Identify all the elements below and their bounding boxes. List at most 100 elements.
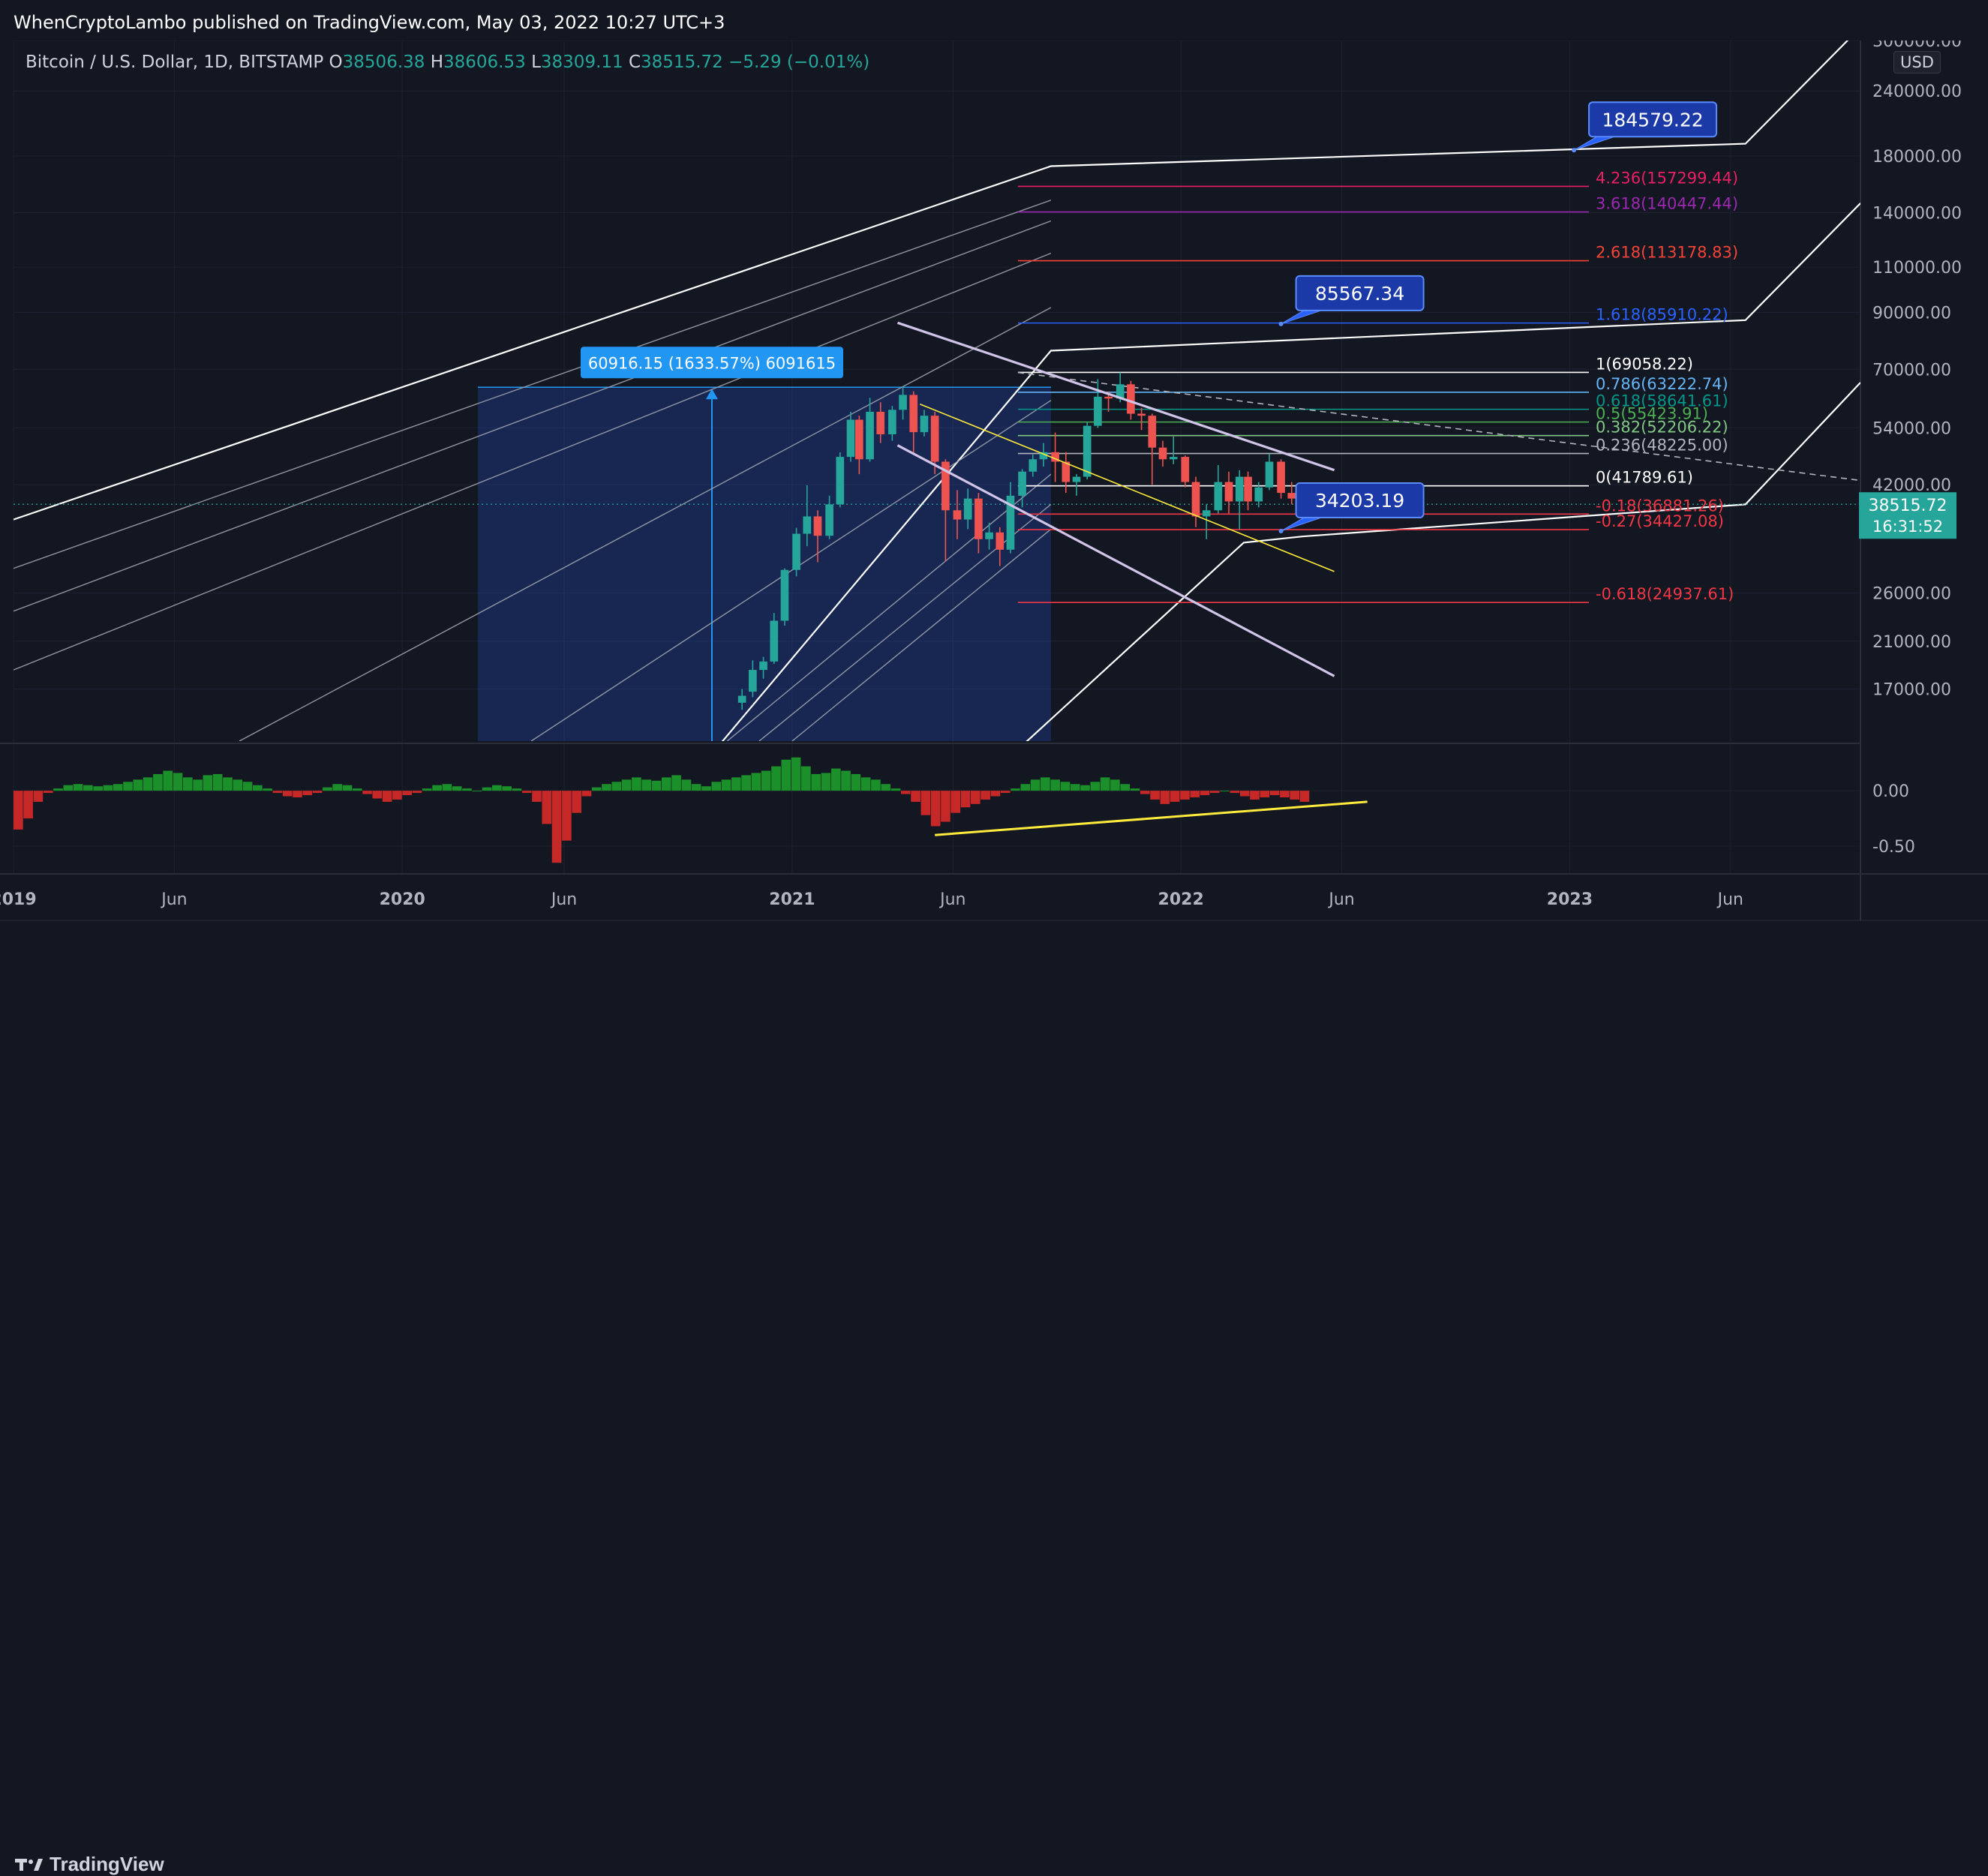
osc-bar-123 (1239, 791, 1250, 797)
osc-bar-25 (263, 788, 272, 791)
osc-bar-16 (173, 773, 183, 791)
open-key: O (329, 53, 343, 72)
osc-bar-49 (502, 786, 512, 791)
osc-bar-1 (23, 791, 33, 819)
osc-bar-11 (123, 782, 133, 791)
osc-bar-119 (1200, 791, 1210, 796)
candle-body-4 (780, 569, 789, 621)
osc-bar-22 (233, 779, 243, 791)
fib-label-0.618: 0.618(58641.61) (1596, 392, 1728, 410)
candle-body-8 (825, 504, 833, 536)
tradingview-logo[interactable]: TradingView (15, 1853, 164, 1876)
osc-bar-14 (153, 773, 163, 791)
osc-bar-94 (950, 791, 961, 813)
osc-bar-13 (143, 777, 153, 791)
osc-bar-73 (741, 775, 751, 791)
osc-bar-104 (1050, 779, 1060, 791)
candle-body-41 (1181, 457, 1190, 482)
candle-body-48 (1254, 487, 1263, 502)
candle-body-23 (985, 532, 993, 539)
osc-bar-86 (871, 779, 881, 791)
osc-trend-line (935, 800, 1368, 836)
date-tick-label: 2020 (380, 890, 425, 909)
osc-bar-43 (442, 784, 452, 791)
publisher-text: WhenCryptoLambo published on TradingView… (14, 12, 725, 33)
osc-bar-53 (542, 791, 552, 824)
osc-bar-72 (731, 777, 741, 791)
callout-label-1: 85567.34 (1315, 283, 1404, 305)
low-value: 38309.11 (540, 53, 623, 72)
fib-label-2.618: 2.618(113178.83) (1596, 244, 1738, 262)
grid (13, 41, 1860, 874)
candle-body-28 (1039, 452, 1048, 460)
publisher-bar: WhenCryptoLambo published on TradingView… (0, 0, 1988, 41)
fib-label--0.27: -0.27(34427.08) (1596, 512, 1724, 530)
change-value: −5.29 (−0.01%) (728, 53, 870, 72)
date-tick-label: Jun (938, 890, 965, 909)
osc-bar-8 (93, 786, 103, 791)
osc-bar-114 (1150, 791, 1160, 800)
chart-canvas[interactable]: 60916.15 (1633.57%) 6091615 4.236(157299.… (0, 41, 1988, 921)
osc-bar-44 (452, 786, 462, 791)
date-tick-label: Jun (160, 890, 187, 909)
osc-bar-24 (253, 785, 263, 791)
osc-bar-80 (811, 773, 821, 791)
price-tick-label: 90000.00 (1872, 305, 1951, 323)
osc-bar-7 (83, 785, 93, 791)
callout-box-0 (1588, 101, 1718, 138)
osc-bar-89 (900, 791, 911, 794)
osc-bar-95 (960, 791, 971, 808)
candle-body-1 (749, 670, 757, 692)
osc-bar-97 (980, 791, 990, 800)
osc-bar-90 (911, 791, 920, 802)
low-key: L (531, 53, 541, 72)
date-tick-label: 2023 (1547, 890, 1593, 909)
fib-label-4.236: 4.236(157299.44) (1596, 169, 1738, 187)
candle-body-21 (963, 498, 972, 520)
candle-body-19 (941, 461, 950, 511)
candle-body-35 (1116, 384, 1125, 399)
osc-bar-112 (1130, 788, 1140, 791)
candle-body-17 (920, 416, 929, 433)
osc-bar-98 (990, 791, 1001, 797)
osc-bar-77 (781, 759, 791, 791)
osc-bar-103 (1041, 777, 1050, 791)
osc-bar-87 (881, 784, 891, 791)
callout-anchor-1 (1278, 321, 1284, 326)
callout-box-1 (1295, 275, 1425, 311)
candle-body-38 (1148, 416, 1157, 448)
osc-bar-92 (930, 791, 941, 827)
fib-label-1.618: 1.618(85910.22) (1596, 306, 1728, 324)
osc-bar-61 (621, 779, 632, 791)
candle-body-9 (836, 457, 845, 505)
osc-bar-15 (163, 770, 173, 791)
candle-body-31 (1072, 476, 1081, 482)
callout-anchor-2 (1278, 529, 1284, 534)
osc-bar-70 (711, 782, 722, 791)
osc-bar-117 (1180, 791, 1190, 800)
osc-bar-54 (551, 791, 562, 863)
osc-bar-31 (323, 787, 332, 791)
osc-bar-30 (312, 791, 323, 794)
candle-body-25 (1006, 495, 1015, 550)
candle-body-26 (1018, 471, 1026, 496)
osc-bar-79 (801, 766, 811, 791)
callout-box-2 (1295, 482, 1425, 519)
dashed-projection-line (1017, 371, 1860, 482)
candle-body-6 (803, 516, 812, 534)
osc-bar-64 (651, 780, 662, 791)
osc-bar-37 (382, 791, 392, 802)
currency-button[interactable]: USD (1893, 51, 1941, 74)
parallel-line-7 (791, 528, 1052, 741)
current-price-countdown: 16:31:52 (1872, 518, 1943, 536)
candle-body-10 (846, 419, 855, 458)
osc-bar-26 (272, 791, 283, 794)
oscillator-pane (14, 757, 1368, 863)
close-value: 38515.72 (641, 53, 723, 72)
osc-bar-129 (1299, 791, 1310, 802)
candle-body-13 (876, 411, 885, 434)
osc-bar-27 (282, 791, 293, 797)
osc-bar-18 (193, 779, 203, 791)
candle-body-22 (974, 498, 983, 539)
current-price-tag (1859, 492, 1956, 539)
